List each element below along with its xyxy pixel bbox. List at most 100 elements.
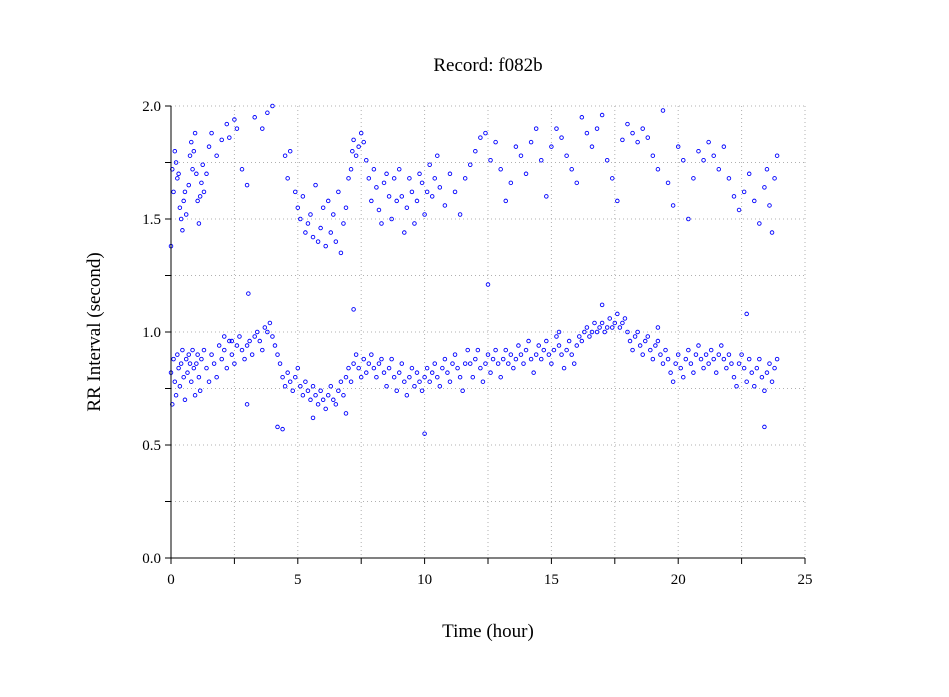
data-point xyxy=(559,352,564,357)
data-point xyxy=(607,316,612,321)
data-point xyxy=(571,361,577,366)
data-point xyxy=(318,225,323,231)
data-point xyxy=(222,334,227,339)
data-point xyxy=(569,167,574,172)
data-point xyxy=(412,383,417,389)
data-point xyxy=(275,352,280,357)
data-point xyxy=(554,334,559,339)
data-point xyxy=(429,194,435,199)
data-point xyxy=(219,356,224,362)
data-point xyxy=(315,402,321,407)
data-point xyxy=(195,198,200,204)
data-point xyxy=(488,157,493,163)
data-point xyxy=(503,198,509,204)
data-point xyxy=(462,361,468,366)
data-point xyxy=(320,205,326,210)
data-point xyxy=(424,365,430,371)
data-point xyxy=(300,194,306,199)
data-point xyxy=(589,144,595,149)
data-point xyxy=(191,365,197,371)
data-point xyxy=(182,397,188,403)
data-point xyxy=(445,370,450,375)
data-point xyxy=(214,153,219,158)
data-point xyxy=(483,130,488,136)
data-point xyxy=(741,365,747,371)
data-point xyxy=(435,374,440,380)
data-point xyxy=(668,370,673,375)
data-point xyxy=(229,338,235,344)
data-point xyxy=(440,365,445,371)
data-point xyxy=(371,167,377,172)
data-point xyxy=(195,352,200,357)
data-point xyxy=(194,171,199,177)
data-point xyxy=(389,216,394,222)
data-point xyxy=(374,374,379,380)
data-point xyxy=(602,329,607,335)
data-point xyxy=(432,361,437,366)
data-point xyxy=(171,189,176,195)
data-point xyxy=(282,383,288,389)
data-point xyxy=(521,361,526,366)
y-tick-label: 2.0 xyxy=(142,99,161,115)
data-point xyxy=(698,356,704,362)
data-point xyxy=(252,334,257,339)
data-point xyxy=(470,374,476,380)
data-point xyxy=(637,343,643,348)
data-point xyxy=(242,356,247,362)
data-point xyxy=(310,234,316,240)
data-point xyxy=(450,361,455,366)
data-point xyxy=(650,356,656,362)
data-point xyxy=(500,356,506,362)
data-point xyxy=(180,228,185,233)
data-point xyxy=(351,137,356,143)
data-point xyxy=(381,370,387,375)
data-point xyxy=(417,171,422,177)
data-point xyxy=(192,393,198,398)
data-point xyxy=(589,329,595,335)
data-point xyxy=(518,153,524,158)
data-point xyxy=(640,126,645,131)
data-point xyxy=(467,162,473,168)
data-point xyxy=(244,182,250,188)
data-point xyxy=(287,379,293,384)
data-point xyxy=(374,185,379,190)
data-point xyxy=(325,393,331,398)
data-point xyxy=(404,393,410,398)
data-point xyxy=(361,356,366,362)
data-point xyxy=(579,338,585,344)
data-point xyxy=(351,307,356,312)
data-point xyxy=(635,139,640,145)
data-point xyxy=(186,352,192,357)
data-point xyxy=(227,135,232,140)
data-point xyxy=(196,221,202,226)
data-point xyxy=(642,338,648,344)
data-point xyxy=(757,221,762,226)
data-point xyxy=(343,411,349,416)
data-point xyxy=(197,194,203,199)
data-point xyxy=(764,370,770,375)
data-point xyxy=(536,343,541,348)
data-point xyxy=(488,370,493,375)
data-point xyxy=(447,171,453,177)
data-point xyxy=(452,189,458,195)
data-point xyxy=(183,356,189,362)
data-point xyxy=(721,356,727,362)
data-point xyxy=(617,325,623,330)
data-point xyxy=(402,379,407,384)
axis-ticks: 0 5 10 15 20 25 0.0 0.5 1.0 1.5 2.0 xyxy=(142,99,812,588)
data-point xyxy=(270,103,275,109)
data-point xyxy=(693,352,699,357)
data-point xyxy=(681,374,686,380)
data-point xyxy=(206,144,212,149)
data-point xyxy=(708,347,714,353)
data-point xyxy=(323,406,328,412)
data-point xyxy=(369,198,374,204)
data-point xyxy=(615,198,620,204)
data-point xyxy=(277,361,283,366)
data-point xyxy=(178,216,184,222)
data-point xyxy=(632,334,638,339)
data-point xyxy=(767,361,772,366)
data-point xyxy=(574,343,580,348)
data-point xyxy=(396,370,402,375)
data-point xyxy=(412,221,417,226)
